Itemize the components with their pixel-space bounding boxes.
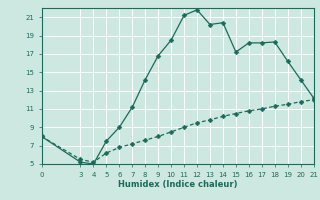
X-axis label: Humidex (Indice chaleur): Humidex (Indice chaleur): [118, 180, 237, 189]
